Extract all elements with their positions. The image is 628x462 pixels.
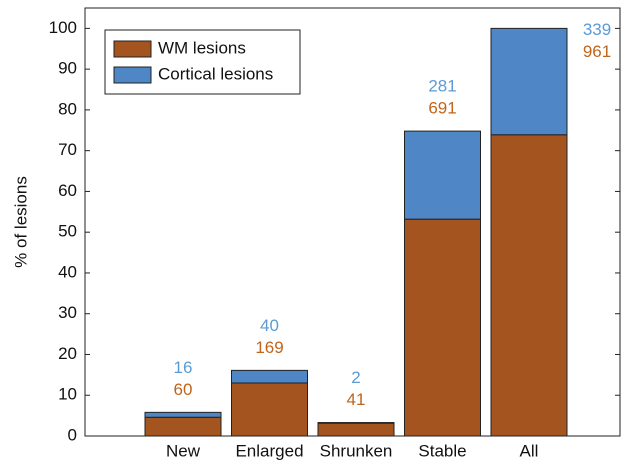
count-label: 961 [583,42,611,61]
legend-swatch [113,40,152,58]
count-label: 691 [428,99,456,118]
y-tick-label: 60 [58,181,77,200]
x-tick-label: New [166,441,201,460]
y-tick-label: 50 [58,222,77,241]
y-tick-label: 90 [58,59,77,78]
axes-box [84,7,621,437]
y-tick-label: 100 [49,18,77,37]
count-label: 2 [351,368,360,387]
x-tick-label: Stable [418,441,466,460]
y-tick-label: 30 [58,303,77,322]
bar-segment [144,411,222,418]
legend: WM lesions Cortical lesions [104,29,301,95]
bar-segment [317,422,395,424]
count-label: 60 [174,380,193,399]
y-tick-label: 10 [58,385,77,404]
bar-segment [317,422,395,437]
x-tick-label: Enlarged [235,441,303,460]
count-label: 40 [260,316,279,335]
y-axis-label: % of lesions [11,176,30,268]
legend-label: Cortical lesions [158,64,273,83]
y-tick-label: 70 [58,140,77,159]
bar-segment [231,369,308,384]
count-label: 169 [255,338,283,357]
bar-segment [144,416,222,437]
y-tick-label: 80 [58,99,77,118]
x-tick-label: Shrunken [320,441,393,460]
legend-swatch [113,66,152,84]
bar-segment [490,27,568,136]
bar-segment [404,130,481,220]
y-tick-label: 20 [58,344,77,363]
y-tick-label: 40 [58,262,77,281]
count-label: 339 [583,20,611,39]
bar-segment [490,134,568,437]
y-tick-label: 0 [68,425,77,444]
bar-segment [404,218,481,437]
bar-segment [231,382,308,437]
count-label: 16 [174,358,193,377]
count-label: 281 [428,77,456,96]
legend-label: WM lesions [158,38,246,57]
x-tick-label: All [520,441,539,460]
count-label: 41 [347,390,366,409]
